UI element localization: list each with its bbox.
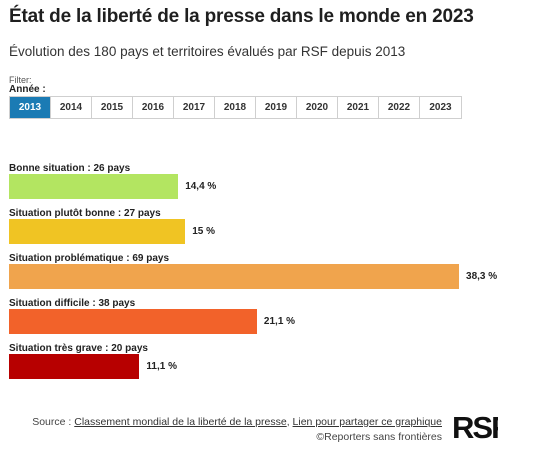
year-button-2016[interactable]: 2016 (133, 97, 174, 118)
filter-label: Filter: (9, 75, 32, 85)
year-button-2022[interactable]: 2022 (379, 97, 420, 118)
chart-subtitle: Évolution des 180 pays et territoires év… (9, 44, 406, 59)
footer: Source : Classement mondial de la libert… (32, 415, 442, 445)
bar-category-label: Situation très grave : 20 pays (9, 343, 148, 354)
chart-title: État de la liberté de la presse dans le … (9, 6, 474, 27)
rsf-logo: RSF (452, 410, 498, 442)
year-button-2014[interactable]: 2014 (51, 97, 92, 118)
year-button-2015[interactable]: 2015 (92, 97, 133, 118)
rsf-logo-text: RSF (452, 410, 498, 442)
bar-value-label: 14,4 % (185, 181, 217, 192)
bar (9, 264, 460, 289)
copyright: ©Reporters sans frontières (316, 431, 442, 443)
bar-category-label: Situation plutôt bonne : 27 pays (9, 208, 161, 219)
source-link[interactable]: Classement mondial de la liberté de la p… (74, 416, 287, 428)
year-filter[interactable]: 2013 2014 2015 2016 2017 2018 2019 2020 2021 2022… (9, 96, 462, 119)
year-button-2020[interactable]: 2020 (297, 97, 338, 118)
bar (9, 309, 257, 334)
bar (9, 354, 140, 379)
share-link[interactable]: Lien pour partager ce graphique (292, 416, 442, 428)
bar-category-label: Bonne situation : 26 pays (9, 163, 131, 174)
year-filter-label: Année : (9, 84, 46, 95)
year-button-2021[interactable]: 2021 (338, 97, 379, 118)
bar-value-label: 15 % (192, 226, 216, 237)
year-button-2017[interactable]: 2017 (174, 97, 215, 118)
bar-value-label: 38,3 % (466, 271, 498, 282)
year-button-2023[interactable]: 2023 (420, 97, 461, 118)
year-button-2019[interactable]: 2019 (256, 97, 297, 118)
year-button-2018[interactable]: 2018 (215, 97, 256, 118)
footer-separator: , (286, 416, 293, 428)
bar-value-label: 21,1 % (263, 316, 296, 327)
bar-value-label: 11,1 % (146, 361, 178, 372)
bar-category-label: Situation difficile : 38 pays (9, 298, 136, 309)
bar-category-label: Situation problématique : 69 pays (9, 253, 170, 264)
year-button-2013[interactable]: 2013 (10, 97, 51, 118)
bar (9, 174, 179, 199)
bar (9, 219, 186, 244)
source-prefix: Source : (32, 416, 75, 428)
